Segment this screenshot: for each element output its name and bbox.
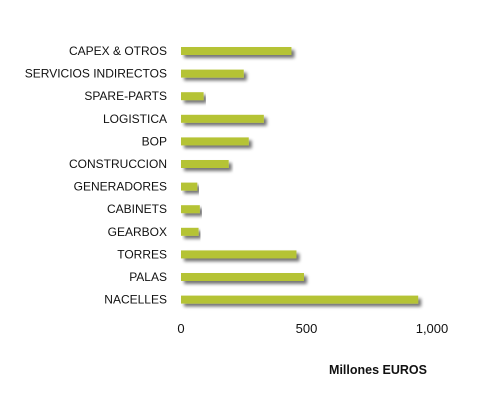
bar-spare-parts	[181, 92, 204, 101]
category-label-gearbox: GEARBOX	[108, 225, 167, 239]
bar-bop	[181, 137, 249, 146]
category-label-servicios-indirectos: SERVICIOS INDIRECTOS	[25, 67, 167, 81]
category-label-palas: PALAS	[129, 270, 167, 284]
category-label-torres: TORRES	[117, 247, 167, 261]
bar-construccion	[181, 160, 229, 168]
category-label-capex-and-otros: CAPEX & OTROS	[69, 44, 167, 58]
bar-servicios-indirectos	[181, 69, 244, 78]
category-label-construccion: CONSTRUCCION	[69, 157, 167, 171]
bars	[181, 47, 419, 304]
bar-cabinets	[181, 205, 200, 214]
bar-torres	[181, 250, 297, 259]
x-tick-label: 500	[296, 321, 318, 336]
x-axis-tick-labels: 0 500 1,000	[177, 321, 448, 336]
bar-gearbox	[181, 227, 199, 236]
x-tick-label: 0	[177, 321, 184, 336]
x-axis-title: Millones EUROS	[329, 363, 427, 377]
x-tick-label: 1,000	[416, 321, 449, 336]
category-label-nacelles: NACELLES	[104, 293, 167, 307]
bar-capex-and-otros	[181, 47, 292, 55]
bar-palas	[181, 273, 304, 281]
bar-nacelles	[181, 295, 419, 304]
bar-generadores	[181, 182, 198, 191]
category-label-logistica: LOGISTICA	[103, 112, 167, 126]
bar-logistica	[181, 114, 264, 123]
category-label-generadores: GENERADORES	[74, 180, 167, 194]
category-label-spare-parts: SPARE-PARTS	[84, 89, 167, 103]
category-labels: CAPEX & OTROS SERVICIOS INDIRECTOS SPARE-P…	[25, 44, 167, 307]
category-label-cabinets: CABINETS	[107, 202, 167, 216]
category-label-bop: BOP	[142, 134, 167, 148]
